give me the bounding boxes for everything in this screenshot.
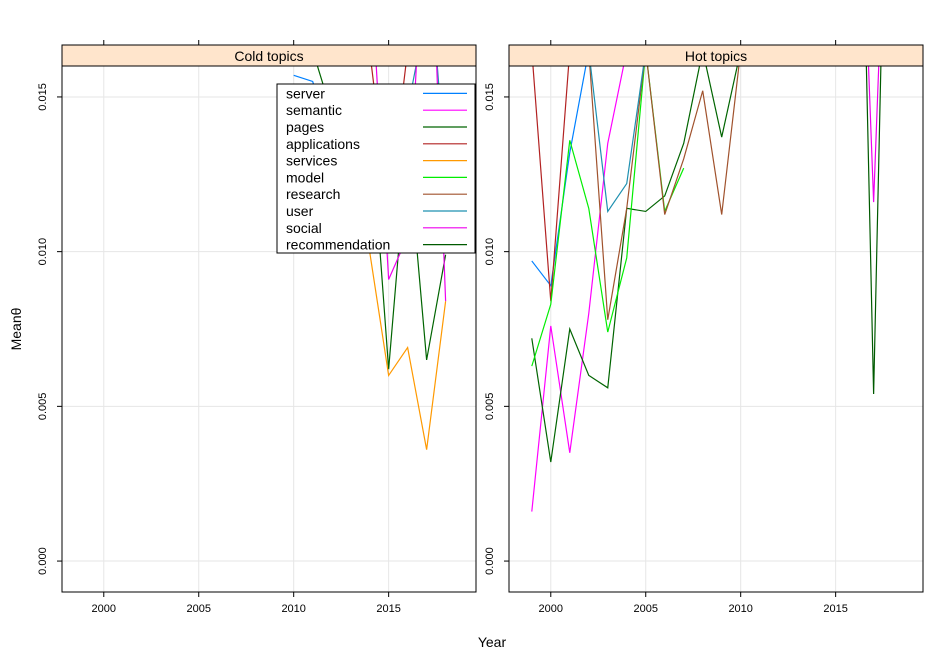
- strip-label: Cold topics: [234, 48, 303, 64]
- x-tick-label: 2010: [281, 603, 305, 615]
- y-tick-label: 0.000: [484, 547, 496, 575]
- series-line-social: [867, 66, 880, 203]
- x-tick-label: 2015: [823, 603, 847, 615]
- legend-label: research: [286, 186, 340, 202]
- x-tick-label: 2010: [728, 603, 752, 615]
- x-tick-label: 2005: [186, 603, 210, 615]
- legend-box: [276, 83, 476, 254]
- panels-layer: Cold topics 2000 2005 2010 2015 0.000 0.005 0.0…: [37, 40, 924, 615]
- x-tick-label: 2005: [633, 603, 657, 615]
- legend-label: services: [286, 153, 337, 169]
- series-group: [531, 66, 882, 512]
- series-line-research: [589, 66, 740, 320]
- legend-label: recommendation: [286, 237, 390, 253]
- legend-label: model: [286, 169, 324, 185]
- y-tick-label: 0.015: [37, 83, 49, 111]
- panel-frame: [508, 44, 924, 593]
- x-tick-label: 2000: [92, 603, 116, 615]
- panel-frame: [61, 44, 477, 593]
- series-line-recommendation: [865, 66, 882, 394]
- x-tick-label: 2015: [376, 603, 400, 615]
- y-tick-label: 0.010: [37, 238, 49, 266]
- y-tick-label: 0.005: [484, 393, 496, 421]
- series-line-user: [589, 66, 645, 214]
- y-tick-label: 0.010: [484, 238, 496, 266]
- legend-label: server: [286, 85, 325, 101]
- y-tick-label: 0.000: [37, 547, 49, 575]
- y-tick-label: 0.015: [484, 83, 496, 111]
- x-tick-label: 2000: [539, 603, 563, 615]
- series-line-semantic: [531, 66, 625, 512]
- legend-label: pages: [286, 119, 324, 135]
- panel-cold-topics: Cold topics 2000 2005 2010 2015 0.000 0.005 0.0…: [37, 40, 477, 615]
- legend: serversemanticpagesapplicationsservicesm…: [276, 83, 476, 254]
- x-axis-title: Year: [478, 634, 507, 650]
- legend-label: semantic: [286, 102, 342, 118]
- strip-label: Hot topics: [685, 48, 747, 64]
- legend-label: social: [286, 220, 322, 236]
- y-axis-title: Meanθ: [8, 307, 24, 350]
- series-line-pages: [531, 66, 738, 463]
- y-tick-label: 0.005: [37, 393, 49, 421]
- legend-label: user: [286, 203, 314, 219]
- panel-hot-topics: Hot topics 2000 2005 2010 2015 0.000 0.005 0.01…: [484, 40, 924, 615]
- legend-label: applications: [286, 136, 360, 152]
